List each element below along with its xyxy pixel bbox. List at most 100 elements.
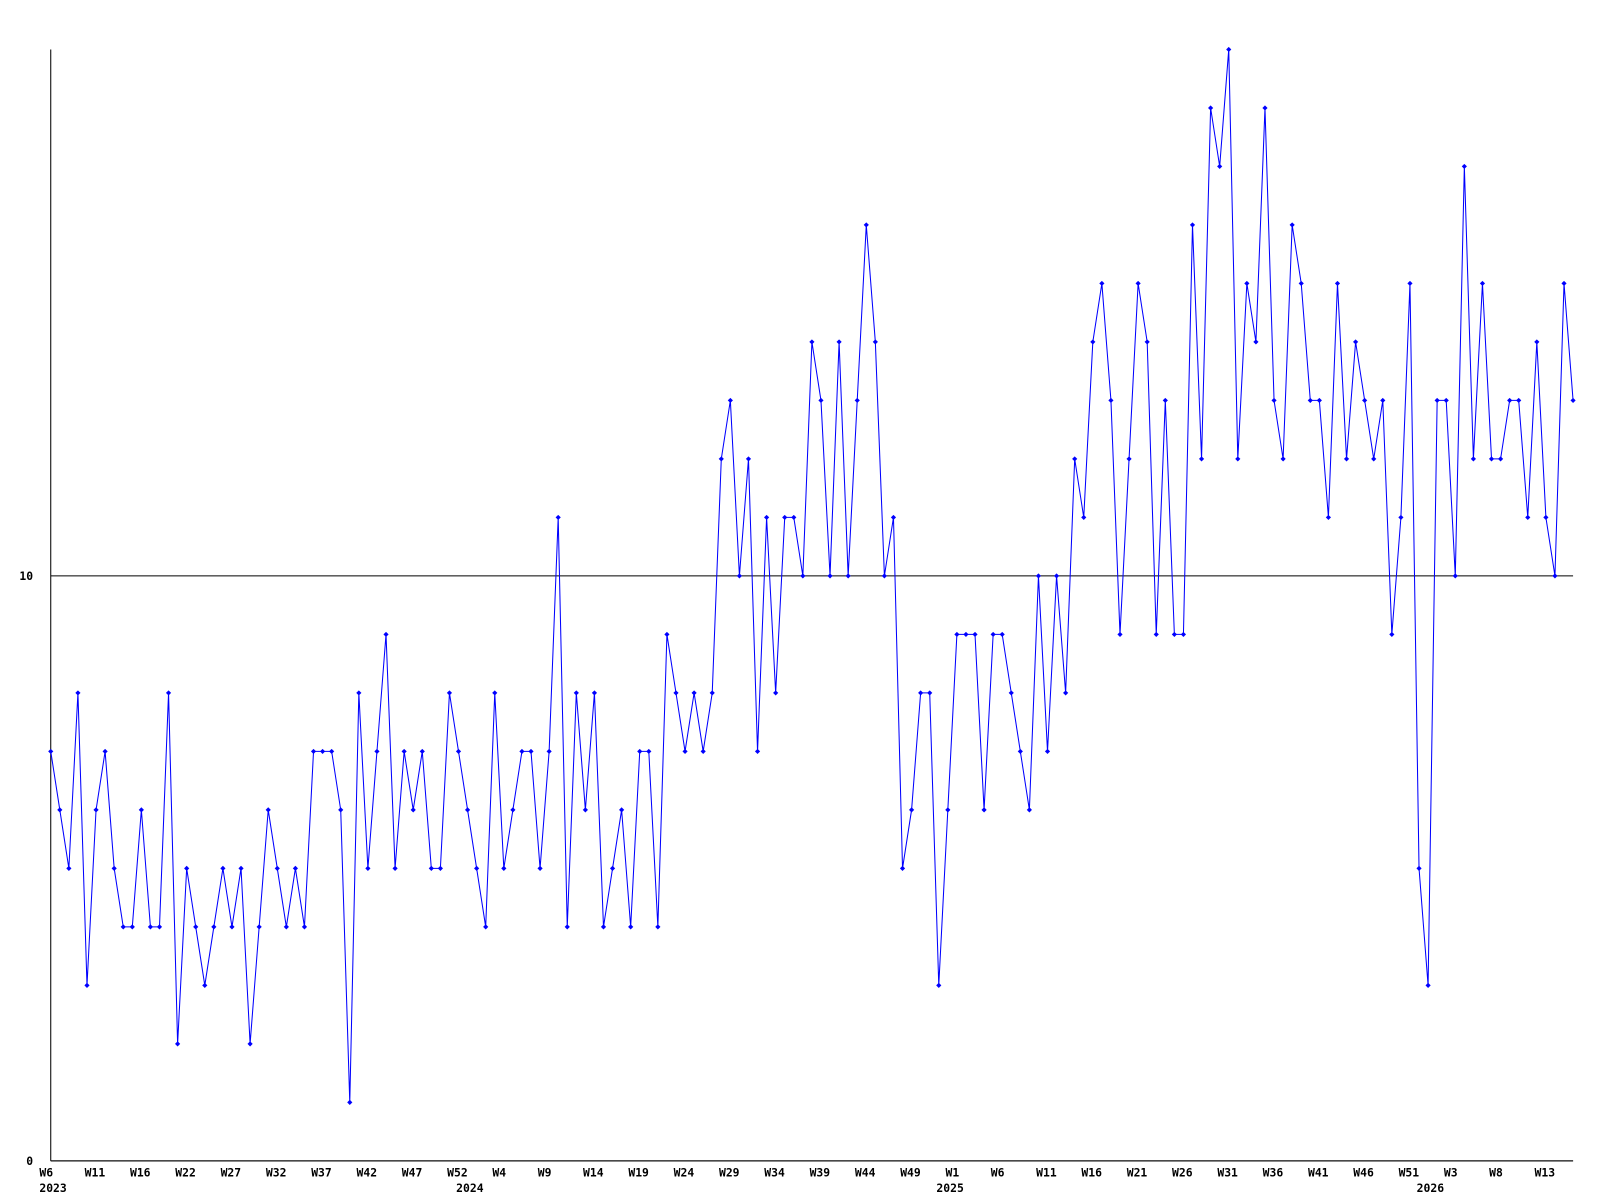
point bbox=[773, 690, 779, 696]
point bbox=[1108, 397, 1114, 403]
point bbox=[120, 924, 126, 930]
point bbox=[963, 631, 969, 637]
x-tick-label: W21 bbox=[1127, 1165, 1148, 1179]
point bbox=[1189, 222, 1196, 228]
point bbox=[718, 456, 724, 462]
x-tick-label: W42 bbox=[357, 1165, 378, 1179]
point bbox=[1570, 397, 1576, 403]
x-tick-label: W22 bbox=[175, 1165, 196, 1179]
point bbox=[455, 748, 462, 754]
point bbox=[1198, 456, 1205, 462]
x-tick-label: W26 bbox=[1172, 1165, 1193, 1179]
point bbox=[1497, 456, 1504, 462]
point bbox=[528, 748, 534, 754]
point bbox=[736, 573, 743, 579]
point bbox=[1289, 222, 1295, 228]
point bbox=[401, 748, 407, 754]
x-tick-label: W41 bbox=[1308, 1165, 1329, 1179]
point bbox=[809, 339, 815, 345]
point bbox=[745, 456, 752, 462]
x-tick-label: W8 bbox=[1489, 1165, 1503, 1179]
point bbox=[1389, 631, 1395, 637]
point bbox=[664, 631, 670, 637]
point bbox=[138, 807, 144, 813]
point bbox=[1443, 397, 1449, 403]
point bbox=[782, 514, 788, 520]
point bbox=[1343, 456, 1350, 462]
point bbox=[1280, 456, 1286, 462]
point bbox=[1063, 690, 1069, 696]
point bbox=[1552, 573, 1558, 579]
y-tick-label: 10 bbox=[19, 569, 33, 583]
point bbox=[129, 924, 135, 930]
point bbox=[428, 865, 434, 871]
point bbox=[184, 865, 190, 871]
point bbox=[365, 865, 371, 871]
point bbox=[510, 807, 516, 813]
point bbox=[1353, 339, 1359, 345]
point bbox=[48, 748, 54, 754]
point bbox=[1543, 514, 1549, 520]
point bbox=[537, 865, 543, 871]
point bbox=[102, 748, 108, 754]
x-tick-label: W11 bbox=[1036, 1165, 1057, 1179]
point bbox=[165, 690, 172, 696]
point bbox=[247, 1041, 253, 1047]
point bbox=[93, 807, 99, 813]
x-tick-label: W36 bbox=[1263, 1165, 1284, 1179]
point bbox=[1099, 280, 1105, 286]
x-tick-label: W32 bbox=[266, 1165, 287, 1179]
point bbox=[347, 1099, 353, 1105]
point bbox=[836, 339, 842, 345]
point bbox=[1362, 397, 1368, 403]
point bbox=[1334, 280, 1341, 286]
point bbox=[655, 924, 661, 930]
point bbox=[899, 865, 906, 871]
x-tick-label: W4 bbox=[492, 1165, 506, 1179]
point bbox=[410, 807, 416, 813]
point bbox=[464, 807, 471, 813]
point bbox=[474, 865, 480, 871]
point bbox=[691, 690, 697, 696]
point bbox=[881, 573, 887, 579]
point bbox=[646, 748, 652, 754]
point bbox=[709, 690, 715, 696]
point bbox=[283, 924, 289, 930]
point bbox=[1153, 631, 1159, 637]
point bbox=[1226, 46, 1232, 53]
point bbox=[764, 514, 770, 520]
point bbox=[845, 573, 851, 579]
point bbox=[1407, 280, 1413, 286]
point bbox=[818, 397, 824, 403]
point bbox=[591, 690, 598, 696]
x-tick-label: W16 bbox=[130, 1165, 151, 1179]
x-year-label: 2024 bbox=[456, 1181, 484, 1195]
point bbox=[483, 924, 489, 930]
point bbox=[573, 690, 579, 696]
point bbox=[555, 514, 561, 520]
point bbox=[437, 865, 443, 871]
point bbox=[1135, 280, 1141, 286]
x-tick-label: W11 bbox=[85, 1165, 106, 1179]
point bbox=[1262, 105, 1268, 111]
point bbox=[972, 631, 978, 637]
point bbox=[202, 982, 208, 988]
point bbox=[1053, 573, 1060, 579]
point bbox=[546, 748, 552, 754]
point bbox=[1126, 456, 1132, 462]
x-tick-label: W6 bbox=[39, 1165, 53, 1179]
x-tick-label: W37 bbox=[311, 1165, 332, 1179]
point bbox=[990, 631, 996, 637]
point bbox=[1244, 280, 1250, 286]
x-tick-label: W3 bbox=[1444, 1165, 1458, 1179]
x-tick-label: W46 bbox=[1353, 1165, 1374, 1179]
point bbox=[619, 807, 625, 813]
point bbox=[111, 865, 117, 871]
point bbox=[1162, 397, 1168, 403]
point bbox=[682, 748, 688, 754]
y-tick-label: 0 bbox=[26, 1154, 33, 1168]
point bbox=[492, 690, 498, 696]
point bbox=[945, 807, 951, 813]
